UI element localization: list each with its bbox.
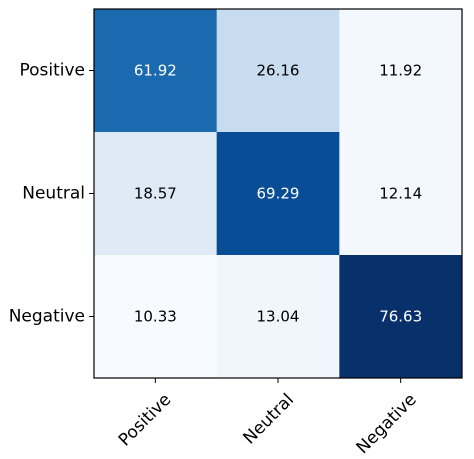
cell-value-label: 18.57	[134, 185, 177, 203]
heatmap-cell	[339, 132, 463, 256]
heatmap-cell	[339, 255, 463, 379]
y-tick-label: Neutral	[22, 184, 85, 204]
heatmap-cells	[94, 9, 463, 379]
y-tick-label: Positive	[19, 61, 85, 81]
cell-value-label: 69.29	[257, 185, 300, 203]
cell-value-label: 76.63	[379, 308, 422, 326]
y-axis-ticks: Positive Neutral Negative	[9, 61, 94, 327]
x-tick-label: Neutral	[240, 390, 299, 449]
x-axis-ticks: Positive Neutral Negative	[115, 378, 421, 458]
y-tick-label: Negative	[9, 307, 85, 327]
heatmap-cell	[339, 9, 463, 133]
heatmap-cell	[94, 9, 218, 133]
cell-value-label: 10.33	[134, 308, 177, 326]
cell-value-label: 13.04	[257, 308, 300, 326]
heatmap-cell	[216, 132, 340, 256]
cell-value-label: 26.16	[257, 62, 300, 80]
heatmap-cell	[216, 255, 340, 379]
heatmap-cell	[94, 132, 218, 256]
heatmap-cell	[94, 255, 218, 379]
x-tick-label: Negative	[353, 390, 421, 458]
heatmap-cell	[216, 9, 340, 133]
cell-value-label: 11.92	[379, 62, 422, 80]
cell-value-label: 12.14	[379, 185, 422, 203]
cell-value-label: 61.92	[134, 62, 177, 80]
x-tick-label: Positive	[115, 390, 175, 450]
heatmap-cell-labels: 61.92 26.16 11.92 18.57 69.29 12.14 10.33 13.04…	[134, 62, 422, 326]
